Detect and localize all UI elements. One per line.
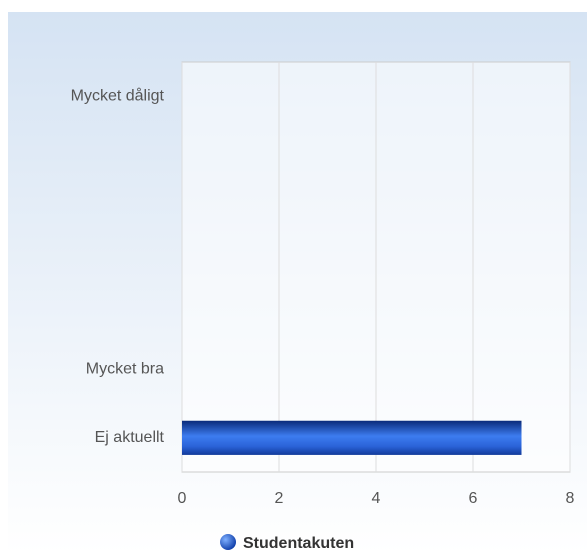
y-tick-label: Ej aktuellt: [95, 429, 165, 446]
y-tick-label: Mycket dåligt: [71, 86, 165, 104]
x-tick-label: 2: [275, 490, 284, 507]
y-tick-label: Mycket bra: [86, 361, 164, 378]
x-tick-label: 4: [372, 490, 381, 507]
legend-label: Studentakuten: [243, 535, 354, 552]
bar: [182, 420, 522, 455]
x-tick-label: 8: [566, 490, 575, 507]
x-tick-label: 0: [178, 490, 187, 507]
legend-marker: [220, 534, 236, 550]
x-tick-label: 6: [469, 490, 478, 507]
